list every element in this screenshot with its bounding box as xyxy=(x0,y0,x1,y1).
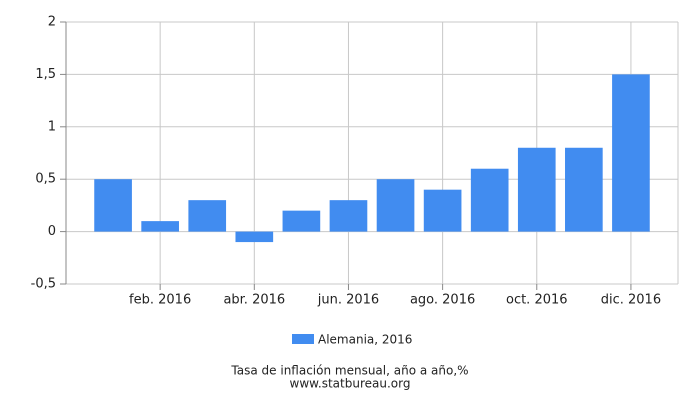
source: www.statbureau.org xyxy=(290,377,411,391)
bar xyxy=(376,179,415,232)
chart-title: Tasa de inflación mensual, año a año,% xyxy=(230,364,468,378)
x-tick-label: dic. 2016 xyxy=(601,293,661,308)
bar xyxy=(235,231,274,243)
x-tick-label: ago. 2016 xyxy=(410,293,475,308)
legend-swatch xyxy=(292,334,314,344)
bar xyxy=(470,168,509,232)
bar xyxy=(423,189,462,232)
bar xyxy=(612,74,650,232)
y-tick-label: -0,5 xyxy=(31,277,56,292)
y-tick-label: 2 xyxy=(48,15,56,30)
y-tick-label: 1 xyxy=(48,119,56,134)
bar xyxy=(141,221,179,232)
legend-label: Alemania, 2016 xyxy=(318,333,412,347)
x-tick-label: oct. 2016 xyxy=(506,293,568,308)
bar xyxy=(565,147,603,232)
bar xyxy=(329,200,368,232)
x-tick-label: feb. 2016 xyxy=(129,293,191,308)
x-tick-label: abr. 2016 xyxy=(223,293,285,308)
x-tick-label: jun. 2016 xyxy=(317,293,379,308)
bar xyxy=(94,179,132,232)
y-tick-label: 0,5 xyxy=(35,172,56,187)
bar xyxy=(282,210,321,232)
y-tick-label: 1,5 xyxy=(35,67,56,82)
bar xyxy=(517,147,556,232)
y-tick-label: 0 xyxy=(48,224,56,239)
bar xyxy=(188,200,227,232)
